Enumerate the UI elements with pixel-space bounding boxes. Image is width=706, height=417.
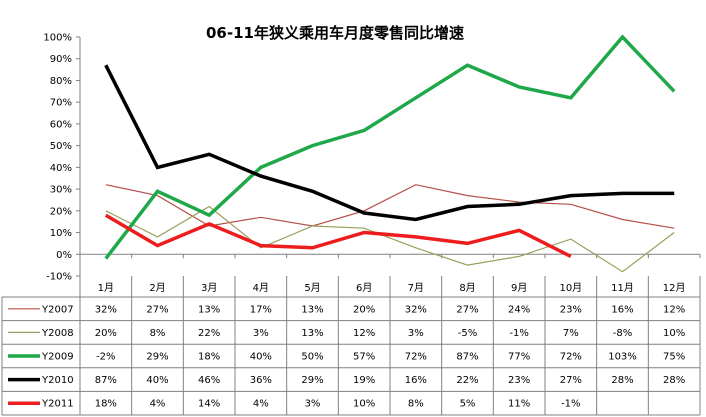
table-cell: 72% [405, 352, 427, 363]
table-cell: -1% [509, 328, 528, 339]
table-cell: 40% [146, 375, 168, 386]
legend-label: Y2011 [41, 399, 74, 410]
table-cell: 23% [560, 304, 582, 315]
table-cell: 23% [508, 375, 530, 386]
table-cell: 103% [608, 352, 637, 363]
table-cell: 7% [563, 328, 579, 339]
table-cell: 87% [95, 375, 117, 386]
table-cell: 27% [456, 304, 478, 315]
y-tick-label: -10% [46, 272, 72, 283]
table-cell: 87% [456, 352, 478, 363]
table-cell: 3% [408, 328, 424, 339]
table-cell: 16% [611, 304, 633, 315]
table-cell: 27% [146, 304, 168, 315]
table-cell: 77% [508, 352, 530, 363]
table-cell: 28% [611, 375, 633, 386]
table-cell: -5% [458, 328, 477, 339]
legend-label: Y2008 [41, 328, 74, 339]
series-line-y2009 [104, 34, 676, 260]
x-category-label: 4月 [253, 282, 269, 294]
x-category-label: 5月 [304, 282, 320, 294]
y-tick-label: 20% [50, 206, 72, 217]
table-cell: 40% [250, 352, 272, 363]
table-cell: 13% [198, 304, 220, 315]
table-cell: 18% [198, 352, 220, 363]
x-category-label: 8月 [459, 282, 475, 294]
table-cell: 32% [95, 304, 117, 315]
legend-label: Y2007 [41, 304, 74, 315]
table-cell: 10% [663, 328, 685, 339]
table-cell: 8% [150, 328, 166, 339]
table-cell: 10% [353, 399, 375, 410]
series-line-y2007 [105, 184, 675, 229]
y-tick-label: 0% [56, 250, 72, 261]
y-tick-label: 100% [43, 33, 72, 44]
x-category-label: 1月 [98, 282, 114, 294]
x-category-label: 10月 [559, 282, 582, 294]
table-cell: 5% [460, 399, 476, 410]
table-cell: 29% [301, 375, 323, 386]
table-cell: 27% [560, 375, 582, 386]
table-cell: 46% [198, 375, 220, 386]
table-cell: 36% [250, 375, 272, 386]
table-cell: 8% [408, 399, 424, 410]
table-cell: 17% [250, 304, 272, 315]
legend-label: Y2009 [41, 352, 74, 363]
table-cell: 32% [405, 304, 427, 315]
table-cell: 22% [198, 328, 220, 339]
table-cell: 50% [301, 352, 323, 363]
table-cell: 20% [353, 304, 375, 315]
table-cell: 3% [253, 328, 269, 339]
legend-label: Y2010 [41, 375, 74, 386]
table-cell: 4% [150, 399, 166, 410]
table-cell: 3% [305, 399, 321, 410]
table-cell: 22% [456, 375, 478, 386]
y-tick-label: 90% [50, 54, 72, 65]
table-cell: 18% [95, 399, 117, 410]
table-cell: 72% [560, 352, 582, 363]
table-cell: -2% [96, 352, 115, 363]
y-tick-label: 40% [50, 163, 72, 174]
table-cell: 4% [253, 399, 269, 410]
x-category-label: 9月 [511, 282, 527, 294]
plot-area: -10% 0% 10% 20% 30% 40% 50% 60% 70% 80% 90% 100% [43, 33, 701, 283]
table-cell: 19% [353, 375, 375, 386]
table-cell: 29% [146, 352, 168, 363]
y-tick-label: 30% [50, 185, 72, 196]
series-line-y2010 [104, 64, 675, 222]
table-cell: 13% [301, 304, 323, 315]
y-tick-label: 70% [50, 98, 72, 109]
table-cell: 12% [663, 304, 685, 315]
x-category-label: 6月 [356, 282, 372, 294]
table-cell: -1% [561, 399, 580, 410]
x-category-label: 7月 [408, 282, 424, 294]
x-category-label: 2月 [149, 282, 165, 294]
table-cell: 12% [353, 328, 375, 339]
table-cell: 20% [95, 328, 117, 339]
table-cell: 14% [198, 399, 220, 410]
table-cell: 75% [663, 352, 685, 363]
table-cell: 28% [663, 375, 685, 386]
y-tick-label: 10% [50, 228, 72, 239]
y-tick-label: 80% [50, 76, 72, 87]
series-line-y2011 [104, 213, 572, 258]
table-cell: 11% [508, 399, 530, 410]
table-cell: 24% [508, 304, 530, 315]
chart-title: 06-11年狭义乘用车月度零售同比增速 [206, 24, 464, 42]
y-tick-label: 60% [50, 119, 72, 130]
table-cell: 16% [405, 375, 427, 386]
table-cell: 13% [301, 328, 323, 339]
table-cell: 57% [353, 352, 375, 363]
table-cell: -8% [613, 328, 632, 339]
x-category-label: 11月 [611, 282, 634, 294]
data-table: 1月 2月 3月 4月 5月 6月 7月 8月 9月 10月 11月 12月 Y2007 32% 27% 13… [1, 276, 701, 416]
x-category-label: 12月 [663, 282, 686, 294]
x-category-label: 3月 [201, 282, 217, 294]
y-tick-label: 50% [50, 141, 72, 152]
